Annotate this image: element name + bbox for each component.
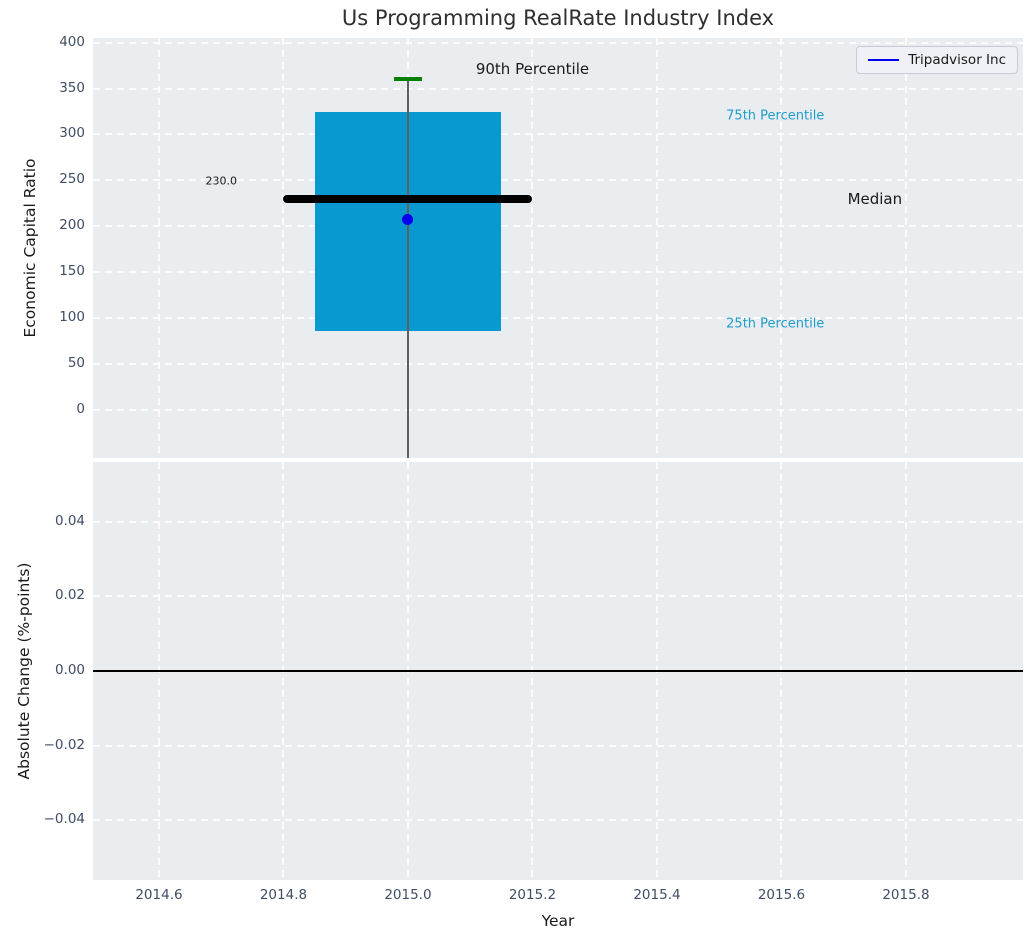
horizontal-gridline xyxy=(93,41,1023,44)
legend-label: Tripadvisor Inc xyxy=(908,52,1006,68)
company-point xyxy=(402,214,414,226)
y-tick-label: −0.04 xyxy=(43,811,85,828)
median-label: Median xyxy=(847,189,903,208)
legend: Tripadvisor Inc xyxy=(856,46,1018,74)
median-line xyxy=(283,194,533,203)
horizontal-gridline xyxy=(93,225,1023,228)
y-tick-label: 350 xyxy=(59,79,85,96)
vertical-gridline xyxy=(531,38,534,458)
top-plot-area: 90th Percentile 75th Percentile Median 25th… xyxy=(93,38,1023,458)
vertical-gridline xyxy=(655,38,658,458)
p25-percentile-label: 25th Percentile xyxy=(726,316,825,332)
y-tick-label: −0.02 xyxy=(43,736,85,753)
bottom-plot-area xyxy=(93,462,1023,880)
x-tick-label: 2014.6 xyxy=(135,887,183,903)
y-tick-label: 200 xyxy=(59,217,85,234)
p75-percentile-label: 75th Percentile xyxy=(726,108,825,124)
vertical-gridline xyxy=(157,38,160,458)
x-tick-label: 2015.4 xyxy=(633,887,681,903)
horizontal-gridline xyxy=(93,409,1023,412)
horizontal-gridline xyxy=(93,520,1023,523)
chart-title: Us Programming RealRate Industry Index xyxy=(341,6,775,30)
y-tick-label: 0.00 xyxy=(54,662,85,678)
y-tick-label: 0.04 xyxy=(54,512,85,529)
horizontal-gridline xyxy=(93,179,1023,182)
y-tick-label: 400 xyxy=(59,33,85,50)
legend-line-sample xyxy=(868,58,900,62)
y-tick-label: 300 xyxy=(59,125,85,142)
horizontal-gridline xyxy=(93,744,1023,747)
horizontal-gridline xyxy=(93,317,1023,320)
x-tick-label: 2015.0 xyxy=(384,887,432,903)
y-tick-label: 0 xyxy=(76,401,85,418)
horizontal-gridline xyxy=(93,595,1023,598)
x-tick-label: 2015.2 xyxy=(508,887,557,903)
x-axis-label: Year xyxy=(541,912,575,930)
horizontal-gridline xyxy=(93,87,1023,90)
y-tick-label: 150 xyxy=(59,263,85,280)
x-tick-label: 2015.6 xyxy=(757,887,806,903)
p90-cap xyxy=(393,77,422,81)
median-value-label: 230.0 xyxy=(205,174,237,188)
vertical-gridline xyxy=(780,38,783,458)
horizontal-gridline xyxy=(93,271,1023,274)
horizontal-gridline xyxy=(93,133,1023,136)
horizontal-gridline xyxy=(93,363,1023,366)
y-tick-label: 50 xyxy=(67,355,85,372)
vertical-gridline xyxy=(282,38,285,458)
y-tick-label: 250 xyxy=(59,171,85,188)
y-tick-label: 0.02 xyxy=(54,587,85,604)
x-tick-label: 2014.8 xyxy=(259,887,308,903)
x-tick-label: 2015.8 xyxy=(882,887,930,903)
horizontal-gridline xyxy=(93,819,1023,822)
y-tick-label: 100 xyxy=(59,309,85,326)
p90-percentile-label: 90th Percentile xyxy=(475,60,590,79)
whisker-line xyxy=(407,79,409,458)
vertical-gridline xyxy=(904,38,907,458)
zero-line xyxy=(93,670,1023,672)
